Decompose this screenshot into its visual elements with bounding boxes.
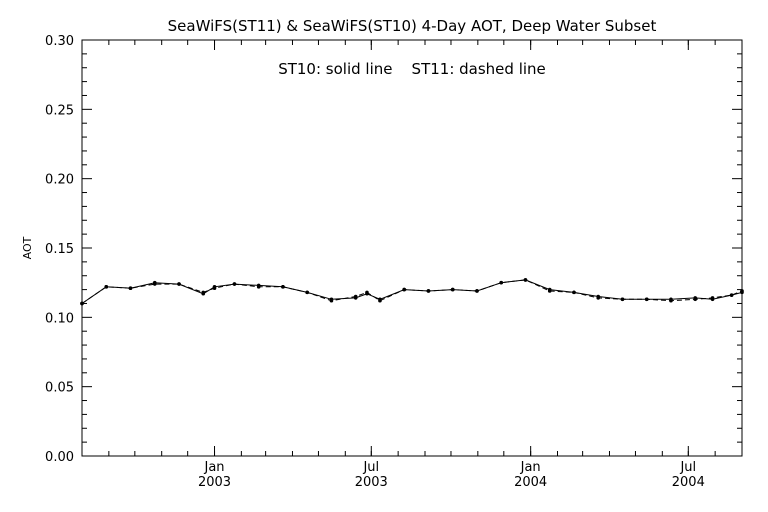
series-legend-annotation: ST10: solid line ST11: dashed line xyxy=(278,60,546,78)
series-layer xyxy=(80,278,744,306)
y-tick-label: 0.30 xyxy=(45,34,74,49)
x-tick-month-label: Jan xyxy=(520,460,541,475)
data-point-st11 xyxy=(475,289,479,293)
data-point-st11 xyxy=(80,301,84,306)
data-point-st11 xyxy=(693,297,698,302)
data-point-st11 xyxy=(729,293,734,297)
data-point-st11 xyxy=(740,289,744,293)
series-line-st10 xyxy=(81,279,743,304)
y-tick-label: 0.10 xyxy=(45,311,74,326)
data-point-st11 xyxy=(450,287,455,292)
data-point-st11 xyxy=(499,280,504,285)
data-point-st11 xyxy=(104,285,109,289)
x-tick-month-label: Jul xyxy=(362,460,379,475)
data-point-st11 xyxy=(620,297,625,302)
x-tick-year-label: 2003 xyxy=(198,475,231,490)
chart-title: SeaWiFS(ST11) & SeaWiFS(ST10) 4-Day AOT,… xyxy=(168,17,657,35)
series-line-st11 xyxy=(81,279,743,304)
data-point-st11 xyxy=(365,290,369,295)
plot-frame xyxy=(81,39,743,457)
x-tick-year-label: 2004 xyxy=(514,475,547,490)
x-tick-year-label: 2004 xyxy=(672,475,705,490)
data-point-st11 xyxy=(201,290,206,295)
y-tick-label: 0.00 xyxy=(45,450,74,465)
data-point-st11 xyxy=(128,286,133,291)
data-point-st11 xyxy=(232,282,237,286)
y-tick-label: 0.20 xyxy=(45,173,74,188)
y-tick-label: 0.25 xyxy=(45,103,74,118)
x-tick-month-label: Jul xyxy=(679,460,696,475)
data-point-st11 xyxy=(329,298,334,303)
data-point-st11 xyxy=(378,298,382,303)
data-point-st11 xyxy=(547,289,552,293)
data-point-st11 xyxy=(572,290,576,295)
y-tick-label: 0.15 xyxy=(45,242,74,257)
data-point-st11 xyxy=(152,282,157,286)
data-point-st11 xyxy=(710,296,715,300)
data-point-st11 xyxy=(281,285,285,289)
data-point-st11 xyxy=(305,290,309,295)
data-point-st11 xyxy=(353,294,358,299)
data-point-st11 xyxy=(177,282,181,286)
data-point-st11 xyxy=(426,289,431,293)
data-point-st11 xyxy=(523,278,528,282)
y-axis-label: AOT xyxy=(21,236,34,259)
data-point-st11 xyxy=(596,296,601,300)
data-point-st11 xyxy=(644,297,649,302)
y-axis: 0.00 0.05 0.10 0.15 0.20 0.25 0.30 xyxy=(45,34,742,465)
x-tick-month-label: Jan xyxy=(203,460,224,475)
data-point-st11 xyxy=(669,298,673,303)
data-point-st11 xyxy=(212,286,217,291)
data-point-st11 xyxy=(402,287,407,292)
x-tick-year-label: 2003 xyxy=(355,475,388,490)
y-tick-label: 0.05 xyxy=(45,381,74,396)
data-point-st11 xyxy=(256,285,261,289)
